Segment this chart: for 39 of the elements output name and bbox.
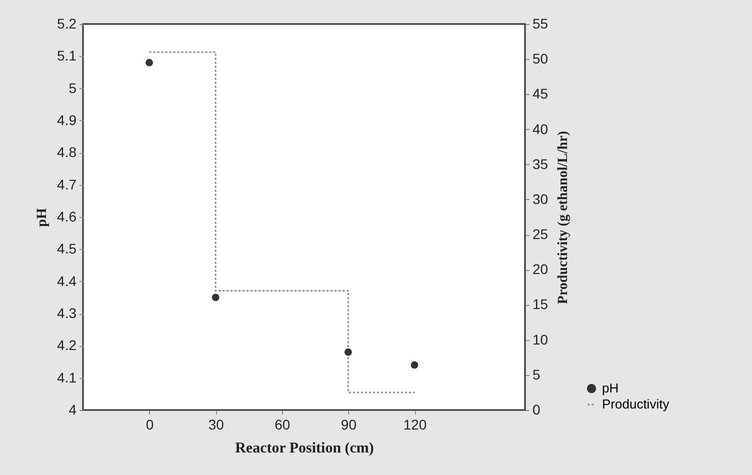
y-tick-label: 4.2 bbox=[57, 337, 77, 354]
x-tick-label: 30 bbox=[208, 416, 224, 432]
y2-tick-label: 0 bbox=[532, 402, 540, 418]
y-tick-label: 4.4 bbox=[57, 272, 77, 289]
y-tick-label: 4.8 bbox=[57, 144, 77, 160]
y2-tick-label: 15 bbox=[532, 296, 548, 312]
y2-tick-label: 20 bbox=[532, 261, 548, 278]
point bbox=[410, 361, 418, 369]
y-tick-label: 5.2 bbox=[57, 16, 77, 32]
point bbox=[344, 348, 352, 356]
y2-axis-title: Productivity (g ethanol/L/hr) bbox=[556, 130, 572, 304]
y2-tick-label: 50 bbox=[532, 50, 548, 67]
y-tick-label: 4.6 bbox=[57, 208, 77, 224]
x-tick-label: 120 bbox=[403, 416, 427, 432]
point bbox=[146, 58, 154, 66]
y2-tick-label: 10 bbox=[532, 331, 548, 348]
y-tick-label: 5.1 bbox=[57, 48, 77, 64]
y-axis-title: pH bbox=[35, 208, 50, 227]
y2-tick-label: 30 bbox=[532, 190, 548, 207]
y-tick-label: 4.3 bbox=[57, 305, 77, 321]
x-tick-label: 60 bbox=[274, 416, 290, 432]
x-axis-title: Reactor Position (cm) bbox=[235, 440, 374, 456]
y-tick-label: 4.9 bbox=[57, 112, 77, 128]
y2-tick-label: 45 bbox=[532, 86, 548, 102]
y2-tick-label: 25 bbox=[532, 226, 548, 242]
y-tick-label: 4.7 bbox=[57, 176, 77, 192]
x-tick-label: 0 bbox=[146, 416, 154, 432]
y2-tick-label: 5 bbox=[532, 366, 540, 382]
legend-label: pH bbox=[602, 380, 619, 396]
y2-tick-label: 35 bbox=[532, 156, 548, 172]
y2-tick-label: 55 bbox=[532, 16, 548, 32]
point bbox=[212, 294, 220, 302]
y-tick-label: 4.5 bbox=[57, 240, 77, 257]
y-tick-label: 4 bbox=[68, 402, 77, 418]
y2-tick-label: 40 bbox=[532, 120, 548, 137]
x-tick-label: 90 bbox=[340, 416, 357, 432]
y-tick-label: 5 bbox=[68, 80, 77, 96]
y-tick-label: 4.1 bbox=[57, 369, 77, 386]
legend-label: Productivity bbox=[602, 396, 670, 412]
